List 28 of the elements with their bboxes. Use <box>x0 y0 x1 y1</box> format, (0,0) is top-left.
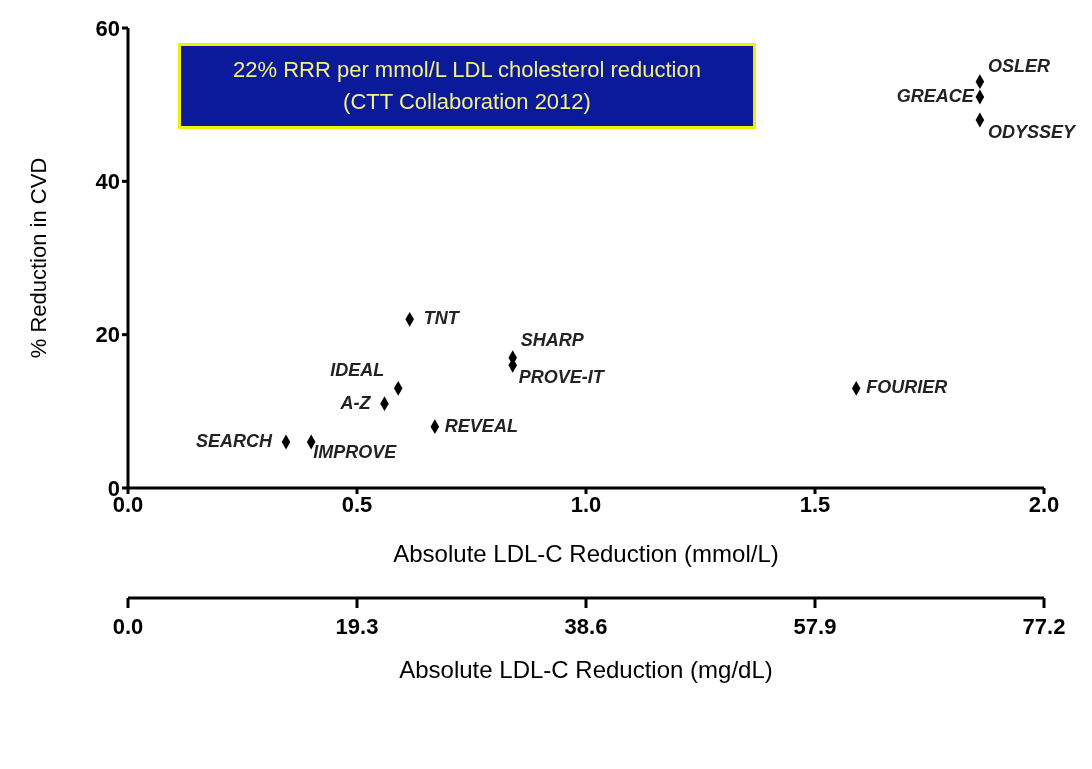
y-tick-label: 40 <box>95 169 120 195</box>
x2-tick-label: 77.2 <box>1022 614 1066 639</box>
annotation: IMPROVE <box>313 442 398 462</box>
x-axis-title: Absolute LDL-C Reduction (mmol/L) <box>393 540 779 567</box>
x2-tick-label: 19.3 <box>335 614 379 639</box>
x2-tick-label: 0.0 <box>112 614 144 639</box>
y-tick-label: 20 <box>95 322 120 348</box>
annotation: FOURIER <box>866 377 948 398</box>
annotation: PROVE-IT <box>518 367 606 388</box>
x2-tick-label: 38.6 <box>564 614 608 639</box>
annotation: GREACE <box>896 86 975 106</box>
y-axis-title: % Reduction in CVD <box>25 157 51 359</box>
annotation: TNT <box>423 308 461 329</box>
x-tick-label: 1.5 <box>799 491 831 517</box>
x2-axis-title: Absolute LDL-C Reduction (mg/dL) <box>399 656 773 683</box>
x2-tick-label: 57.9 <box>793 614 837 639</box>
annotation: REVEAL <box>444 415 518 436</box>
x-tick-label: 0.5 <box>341 491 373 517</box>
annotation: IDEAL <box>330 360 385 381</box>
annotation: SHARP <box>520 329 585 350</box>
y-tick-label: 60 <box>95 15 120 41</box>
annotation: ODYSSEY <box>987 122 1077 142</box>
x-tick-label: 1.0 <box>570 491 602 517</box>
note-box: 22% RRR per mmol/L LDL cholesterol reduction (CTT Collaboration 2012) <box>178 43 756 129</box>
annotation: A-Z <box>339 392 372 413</box>
annotation: SEARCH <box>195 431 273 451</box>
annotation: OSLER <box>987 55 1050 76</box>
x-tick-label: 2.0 <box>1028 491 1060 517</box>
